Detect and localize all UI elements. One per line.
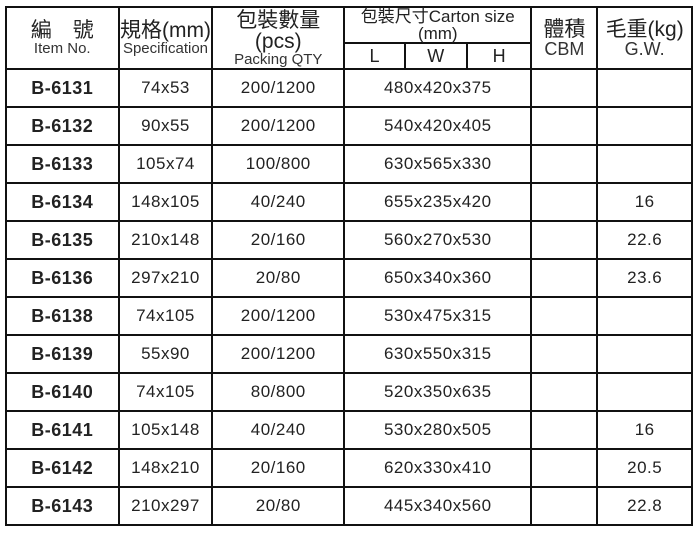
item-cell: B-6141 <box>5 410 120 450</box>
header-cbm: 體積 CBM <box>530 6 599 70</box>
item-cell: B-6132 <box>5 106 120 146</box>
item-cell: B-6133 <box>5 144 120 184</box>
qty-cell: 80/800 <box>211 372 346 412</box>
qty-cell: 200/1200 <box>211 68 346 108</box>
cbm-cell <box>530 144 599 184</box>
carton-size-cell: 655x235x420 <box>343 182 533 222</box>
header-packing-qty: 包裝數量(pcs) Packing QTY <box>211 6 346 70</box>
header-length: L <box>343 42 406 70</box>
cbm-cell <box>530 410 599 450</box>
carton-size-cell: 480x420x375 <box>343 68 533 108</box>
table-row: B-6135 210x148 20/160 560x270x530 22.6 <box>5 220 693 260</box>
qty-cell: 200/1200 <box>211 106 346 146</box>
table-row: B-6132 90x55 200/1200 540x420x405 <box>5 106 693 146</box>
item-cell: B-6134 <box>5 182 120 222</box>
item-cell: B-6136 <box>5 258 120 298</box>
header-specification: 規格(mm) Specification <box>117 6 214 70</box>
gross-weight-cell: 16 <box>596 182 693 222</box>
carton-size-cell: 620x330x410 <box>343 448 533 488</box>
cbm-cell <box>530 182 599 222</box>
table-row: B-6143 210x297 20/80 445x340x560 22.8 <box>5 486 693 526</box>
header-carton-size: 包裝尺寸Carton size (mm) <box>343 6 533 44</box>
spec-cell: 74x105 <box>117 372 214 412</box>
carton-size-cell: 520x350x635 <box>343 372 533 412</box>
carton-size-cell: 650x340x360 <box>343 258 533 298</box>
cbm-cell <box>530 106 599 146</box>
spec-cell: 55x90 <box>117 334 214 374</box>
gross-weight-cell: 23.6 <box>596 258 693 298</box>
table-row: B-6142 148x210 20/160 620x330x410 20.5 <box>5 448 693 488</box>
table-row: B-6133 105x74 100/800 630x565x330 <box>5 144 693 184</box>
qty-cell: 20/160 <box>211 448 346 488</box>
spec-cell: 210x148 <box>117 220 214 260</box>
gross-weight-cell: 22.6 <box>596 220 693 260</box>
item-cell: B-6138 <box>5 296 120 336</box>
item-cell: B-6135 <box>5 220 120 260</box>
cbm-cell <box>530 448 599 488</box>
product-spec-table: 編 號 Item No. 規格(mm) Specification 包裝數量(pcs… <box>5 6 693 526</box>
spec-cell: 74x105 <box>117 296 214 336</box>
qty-cell: 100/800 <box>211 144 346 184</box>
cbm-cell <box>530 296 599 336</box>
qty-cell: 20/80 <box>211 258 346 298</box>
header-width: W <box>403 42 468 70</box>
carton-size-cell: 540x420x405 <box>343 106 533 146</box>
table-row: B-6134 148x105 40/240 655x235x420 16 <box>5 182 693 222</box>
gross-weight-cell <box>596 296 693 336</box>
header-height: H <box>465 42 533 70</box>
spec-cell: 148x105 <box>117 182 214 222</box>
gross-weight-cell <box>596 372 693 412</box>
qty-cell: 200/1200 <box>211 296 346 336</box>
spec-cell: 105x148 <box>117 410 214 450</box>
item-cell: B-6143 <box>5 486 120 526</box>
gross-weight-cell: 20.5 <box>596 448 693 488</box>
gross-weight-cell <box>596 106 693 146</box>
spec-cell: 148x210 <box>117 448 214 488</box>
header-gross-weight: 毛重(kg) G.W. <box>596 6 693 70</box>
qty-cell: 20/160 <box>211 220 346 260</box>
cbm-cell <box>530 372 599 412</box>
qty-cell: 20/80 <box>211 486 346 526</box>
item-cell: B-6140 <box>5 372 120 412</box>
gross-weight-cell <box>596 334 693 374</box>
table-row: B-6136 297x210 20/80 650x340x360 23.6 <box>5 258 693 298</box>
gross-weight-cell <box>596 144 693 184</box>
table-row: B-6140 74x105 80/800 520x350x635 <box>5 372 693 412</box>
spec-cell: 297x210 <box>117 258 214 298</box>
carton-size-cell: 445x340x560 <box>343 486 533 526</box>
table-row: B-6141 105x148 40/240 530x280x505 16 <box>5 410 693 450</box>
carton-size-cell: 560x270x530 <box>343 220 533 260</box>
gross-weight-cell: 22.8 <box>596 486 693 526</box>
spec-cell: 105x74 <box>117 144 214 184</box>
gross-weight-cell: 16 <box>596 410 693 450</box>
item-cell: B-6139 <box>5 334 120 374</box>
spec-cell: 90x55 <box>117 106 214 146</box>
qty-cell: 40/240 <box>211 410 346 450</box>
table-row: B-6131 74x53 200/1200 480x420x375 <box>5 68 693 108</box>
cbm-cell <box>530 258 599 298</box>
item-cell: B-6142 <box>5 448 120 488</box>
gross-weight-cell <box>596 68 693 108</box>
spec-cell: 210x297 <box>117 486 214 526</box>
cbm-cell <box>530 68 599 108</box>
carton-size-cell: 630x550x315 <box>343 334 533 374</box>
carton-size-cell: 530x280x505 <box>343 410 533 450</box>
table-row: B-6139 55x90 200/1200 630x550x315 <box>5 334 693 374</box>
qty-cell: 40/240 <box>211 182 346 222</box>
carton-size-cell: 630x565x330 <box>343 144 533 184</box>
cbm-cell <box>530 334 599 374</box>
item-cell: B-6131 <box>5 68 120 108</box>
header-item-no: 編 號 Item No. <box>5 6 120 70</box>
cbm-cell <box>530 486 599 526</box>
spec-cell: 74x53 <box>117 68 214 108</box>
cbm-cell <box>530 220 599 260</box>
carton-size-cell: 530x475x315 <box>343 296 533 336</box>
qty-cell: 200/1200 <box>211 334 346 374</box>
table-row: B-6138 74x105 200/1200 530x475x315 <box>5 296 693 336</box>
